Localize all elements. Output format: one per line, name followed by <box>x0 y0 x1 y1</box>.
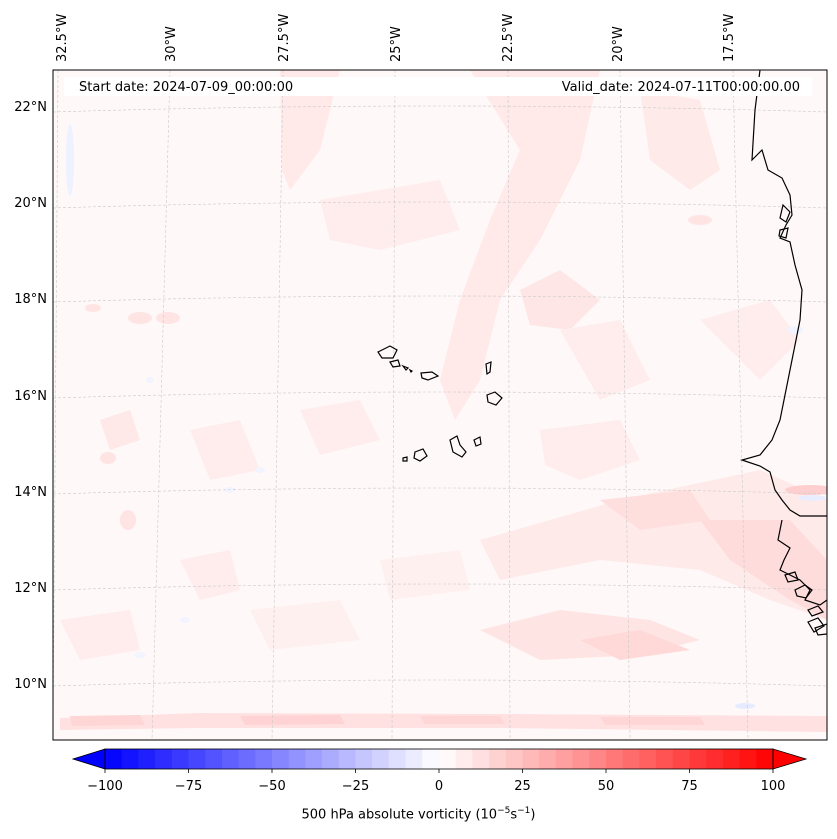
colorbar-segment <box>656 749 674 769</box>
colorbar-segment <box>439 749 457 769</box>
colorbar: −100 −75 −50 −25 0 25 50 75 100 <box>71 748 808 794</box>
colorbar-segment <box>639 749 657 769</box>
colorbar-tick-labels: −100 −75 −50 −25 0 25 50 75 100 <box>87 779 785 794</box>
lat-tick-label: 16°N <box>14 389 47 404</box>
cape-verde-island <box>389 359 401 368</box>
colorbar-tick-label: 75 <box>681 779 698 794</box>
colorbar-tick-label: 100 <box>761 779 786 794</box>
coastline <box>377 70 827 636</box>
colorbar-segment <box>472 749 490 769</box>
colorbar-segments <box>105 749 774 769</box>
colorbar-segment <box>355 749 373 769</box>
colorbar-segment <box>138 749 156 769</box>
cape-verde-island <box>401 364 410 371</box>
cape-verde-island <box>473 436 482 447</box>
gridlines <box>53 70 827 740</box>
colorbar-tick-label: −50 <box>258 779 285 794</box>
lon-tick-label: 25°W <box>389 26 404 62</box>
lon-tick-label: 32.5°W <box>55 14 70 62</box>
lon-tick-label: 27.5°W <box>277 14 292 62</box>
lon-tick-label: 22.5°W <box>501 14 516 62</box>
colorbar-segment <box>121 749 139 769</box>
colorbar-segment <box>505 749 523 769</box>
cape-verde-island <box>420 371 440 381</box>
colorbar-ticks <box>104 769 774 773</box>
colorbar-label: 500 hPa absolute vorticity (10−5s−1) <box>0 806 837 822</box>
africa-coastline <box>739 70 827 517</box>
cape-verde-island <box>402 456 408 462</box>
colorbar-segment <box>388 749 406 769</box>
lon-tick-label: 30°W <box>164 26 179 62</box>
colorbar-segment <box>672 749 690 769</box>
colorbar-label-exponent: −5 <box>497 806 511 816</box>
colorbar-segment <box>489 749 507 769</box>
lon-tick-label: 20°W <box>611 26 626 62</box>
colorbar-segment <box>372 749 390 769</box>
colorbar-segment <box>305 749 323 769</box>
lat-tick-label: 20°N <box>14 196 47 211</box>
colorbar-tick-label: −25 <box>342 779 369 794</box>
cape-verde-island <box>413 448 428 462</box>
colorbar-max-extension <box>772 748 808 770</box>
colorbar-segment <box>589 749 607 769</box>
latitude-labels: 22°N 20°N 18°N 16°N 14°N 12°N 10°N <box>14 100 47 692</box>
vorticity-field <box>53 70 827 740</box>
map-frame <box>52 69 828 741</box>
colorbar-segment <box>338 749 356 769</box>
valid-date-label: Valid_date: 2024-07-11T00:00:00.00 <box>562 80 800 95</box>
colorbar-tick-label: 50 <box>598 779 615 794</box>
lat-tick-label: 14°N <box>14 485 47 500</box>
colorbar-segment <box>539 749 557 769</box>
colorbar-label-text: 500 hPa absolute vorticity (10 <box>301 807 498 823</box>
colorbar-label-unit: s <box>510 807 518 823</box>
colorbar-tick-label: 0 <box>435 779 443 794</box>
colorbar-segment <box>188 749 206 769</box>
lat-tick-label: 12°N <box>14 581 47 596</box>
colorbar-segment <box>422 749 440 769</box>
colorbar-tick-label: 25 <box>514 779 531 794</box>
colorbar-segment <box>322 749 340 769</box>
colorbar-label-exponent: −1 <box>517 806 531 816</box>
colorbar-segment <box>706 749 724 769</box>
colorbar-segment <box>405 749 423 769</box>
colorbar-segment <box>105 749 123 769</box>
colorbar-segment <box>171 749 189 769</box>
lat-tick-label: 10°N <box>14 677 47 692</box>
colorbar-segment <box>238 749 256 769</box>
colorbar-segment <box>722 749 740 769</box>
colorbar-segment <box>255 749 273 769</box>
colorbar-segment <box>155 749 173 769</box>
cape-verde-island <box>486 391 503 406</box>
colorbar-segment <box>288 749 306 769</box>
colorbar-segment <box>455 749 473 769</box>
colorbar-segment <box>689 749 707 769</box>
colorbar-segment <box>572 749 590 769</box>
start-date-label: Start date: 2024-07-09_00:00:00 <box>79 80 293 95</box>
colorbar-tick-label: −75 <box>175 779 202 794</box>
colorbar-segment <box>622 749 640 769</box>
cape-verde-island <box>449 435 467 458</box>
colorbar-segment <box>205 749 223 769</box>
lat-tick-label: 18°N <box>14 292 47 307</box>
lon-tick-label: 17.5°W <box>722 14 737 62</box>
colorbar-min-extension <box>71 748 106 770</box>
colorbar-tick-label: −100 <box>87 779 123 794</box>
colorbar-segment <box>272 749 290 769</box>
colorbar-segment <box>756 749 774 769</box>
colorbar-segment <box>221 749 239 769</box>
colorbar-segment <box>739 749 757 769</box>
date-label-box <box>64 77 812 96</box>
cape-verde-island <box>408 368 414 374</box>
cape-verde-island <box>377 345 398 359</box>
longitude-labels: 32.5°W 30°W 27.5°W 25°W 22.5°W 20°W 17.5… <box>55 14 737 62</box>
cape-verde-island <box>485 361 492 376</box>
colorbar-segment <box>555 749 573 769</box>
colorbar-label-close: ) <box>530 807 536 823</box>
colorbar-segment <box>522 749 540 769</box>
colorbar-segment <box>606 749 624 769</box>
lat-tick-label: 22°N <box>14 100 47 115</box>
